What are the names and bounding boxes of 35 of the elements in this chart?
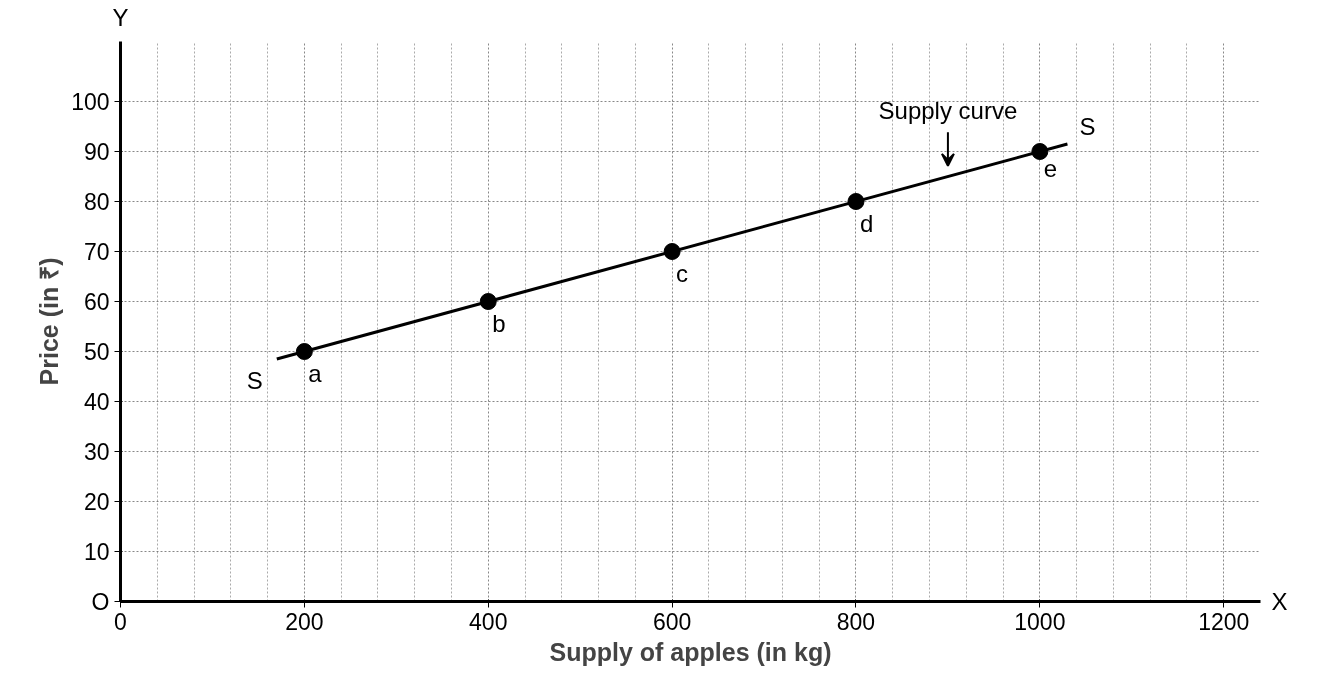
y-axis-title: Price (in ₹) [35,257,64,386]
annotation: d [859,209,874,237]
x-tick-label: 1000 [1014,608,1066,635]
y-tick-label: 70 [83,238,110,265]
annotation: c [676,259,689,287]
x-tick-label: 0 [114,608,127,635]
annotation: a [308,359,323,387]
x-tick-label: 1200 [1198,608,1250,635]
x-axis-title: Supply of apples (in kg) [549,637,832,666]
annotation: S [1079,113,1096,140]
annotation: Supply curve [878,96,1018,124]
y-tick-label: 40 [83,388,110,415]
y-tick-label: 30 [83,438,110,465]
x-tick-label: 200 [285,608,324,635]
x-tick-label: 800 [836,608,876,635]
y-tick-label: 90 [83,138,110,165]
annotation: e [1043,154,1058,182]
annotation: S [246,367,263,394]
y-tick-label: 100 [71,88,110,115]
y-tick-label: 20 [83,488,110,515]
point [479,293,497,310]
x-tick-label: 400 [469,608,508,635]
point [847,193,865,210]
text: Y [112,3,129,31]
y-tick-label: 60 [83,288,110,315]
point [1031,143,1049,160]
y-tick-label: 50 [83,338,110,365]
x-tick-label: 600 [652,608,692,635]
text: X [1271,588,1288,615]
annotation: b [492,309,506,337]
point [663,243,681,260]
y-tick-label: 80 [83,188,110,215]
y-tick-label: 10 [83,538,110,565]
point [295,343,313,360]
y-tick-label: O [91,588,110,615]
